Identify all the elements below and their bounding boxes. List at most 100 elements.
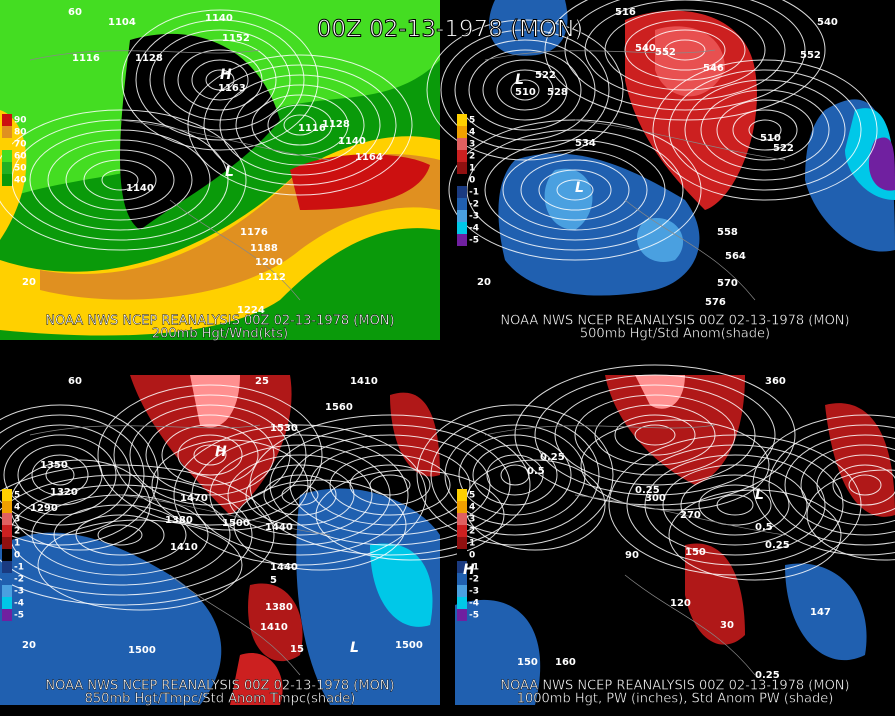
contour <box>227 454 373 536</box>
contour <box>556 179 594 201</box>
contour <box>564 0 806 111</box>
contour <box>45 464 75 486</box>
legend-label: 3 <box>14 515 20 525</box>
main-title: 00Z 02-13-1978 (MON) <box>317 17 583 43</box>
panel-source: NOAA NWS NCEP REANALYSIS 00Z 02-13-1978 … <box>45 679 394 694</box>
legend-swatch <box>457 585 467 597</box>
legend-swatch <box>457 210 467 222</box>
contour-label: 1116 <box>72 53 100 64</box>
panel-caption: 500mb Hgt/Std Anom(shade) <box>580 327 770 342</box>
legend-swatch <box>457 501 467 513</box>
contour-label: 60 <box>68 7 82 18</box>
legend-swatch <box>457 513 467 525</box>
contour-label: 1440 <box>270 562 298 573</box>
contour-label: 1410 <box>260 622 288 633</box>
contour <box>47 139 193 221</box>
legend-swatch <box>2 561 12 573</box>
contour <box>604 9 766 91</box>
contour <box>65 149 175 211</box>
contour-label: 510 <box>515 87 536 98</box>
contour <box>534 374 776 496</box>
legend-swatch <box>457 525 467 537</box>
legend-swatch <box>2 597 12 609</box>
contour <box>502 149 648 231</box>
contour <box>263 474 337 516</box>
contour-label: 540 <box>635 43 656 54</box>
contour-label: 576 <box>705 297 726 308</box>
legend-label: -1 <box>14 563 24 573</box>
contour <box>732 109 798 151</box>
contour <box>193 444 227 466</box>
contour-label: 150 <box>685 547 706 558</box>
legend-label: -3 <box>14 587 24 597</box>
contour <box>369 474 411 496</box>
contour-label: 1163 <box>218 83 246 94</box>
contour <box>97 524 143 546</box>
contour-label: 522 <box>773 143 794 154</box>
contour <box>0 404 159 546</box>
legend-label: -4 <box>469 224 479 234</box>
contour-label: 1380 <box>265 602 293 613</box>
contour <box>0 414 145 536</box>
contour <box>472 444 558 506</box>
contour <box>426 19 624 161</box>
map-outline <box>484 49 786 301</box>
legend-label: 1 <box>14 539 20 549</box>
legend-label: 4 <box>469 503 475 513</box>
legend-label: 70 <box>14 140 27 150</box>
contour <box>177 434 243 476</box>
legend-label: 60 <box>14 152 27 162</box>
legend-label: 0 <box>469 176 475 186</box>
legend-swatch <box>2 573 12 585</box>
legend-label: 90 <box>14 116 27 126</box>
contour <box>29 129 211 231</box>
legend-label: 3 <box>469 140 475 150</box>
contour <box>37 519 243 611</box>
contour <box>83 159 157 201</box>
contour-label: 1410 <box>170 542 198 553</box>
legend-label: 0 <box>14 551 20 561</box>
legend-swatch <box>2 585 12 597</box>
contour-label: 552 <box>800 50 821 61</box>
contour-label: 1500 <box>395 640 423 651</box>
contour <box>486 454 544 496</box>
contour <box>101 169 139 191</box>
contour <box>580 419 770 511</box>
panel-source: NOAA NWS NCEP REANALYSIS 00Z 02-13-1978 … <box>45 314 394 329</box>
panel-caption: 1000mb Hgt, PW (inches), Std Anom PW (sh… <box>517 692 834 707</box>
contour <box>267 104 333 146</box>
contour-label: 1140 <box>126 183 154 194</box>
contour <box>31 454 89 496</box>
contour <box>538 169 612 211</box>
legend-label: -5 <box>469 611 479 621</box>
pressure-center: L <box>225 164 234 180</box>
contour-label: 120 <box>670 598 691 609</box>
legend-swatch <box>457 609 467 621</box>
legend-swatch <box>2 537 12 549</box>
contour-label: 558 <box>717 227 738 238</box>
contour-label: 0.25 <box>765 540 790 551</box>
legend-swatch <box>2 114 12 126</box>
legend-label: 5 <box>14 491 20 501</box>
legend-label: -2 <box>469 200 479 210</box>
pressure-center: H <box>463 562 475 578</box>
contour <box>0 464 275 606</box>
contour-label: 1410 <box>350 376 378 387</box>
contour-label: 1140 <box>205 13 233 24</box>
contour-label: 522 <box>535 70 556 81</box>
contour <box>329 454 451 516</box>
contour <box>668 489 842 581</box>
contour <box>219 74 381 176</box>
contour <box>510 79 540 101</box>
legend-swatch <box>457 234 467 246</box>
contour <box>440 29 610 151</box>
legend-swatch <box>457 186 467 198</box>
contour-label: 1500 <box>128 645 156 656</box>
legend-label: -5 <box>469 236 479 246</box>
panel-source: NOAA NWS NCEP REANALYSIS 00Z 02-13-1978 … <box>500 314 849 329</box>
panel-source: NOAA NWS NCEP REANALYSIS 00Z 02-13-1978 … <box>500 679 849 694</box>
legend-label: 40 <box>14 176 27 186</box>
pressure-center: L <box>515 72 524 88</box>
map-outline <box>29 49 331 301</box>
